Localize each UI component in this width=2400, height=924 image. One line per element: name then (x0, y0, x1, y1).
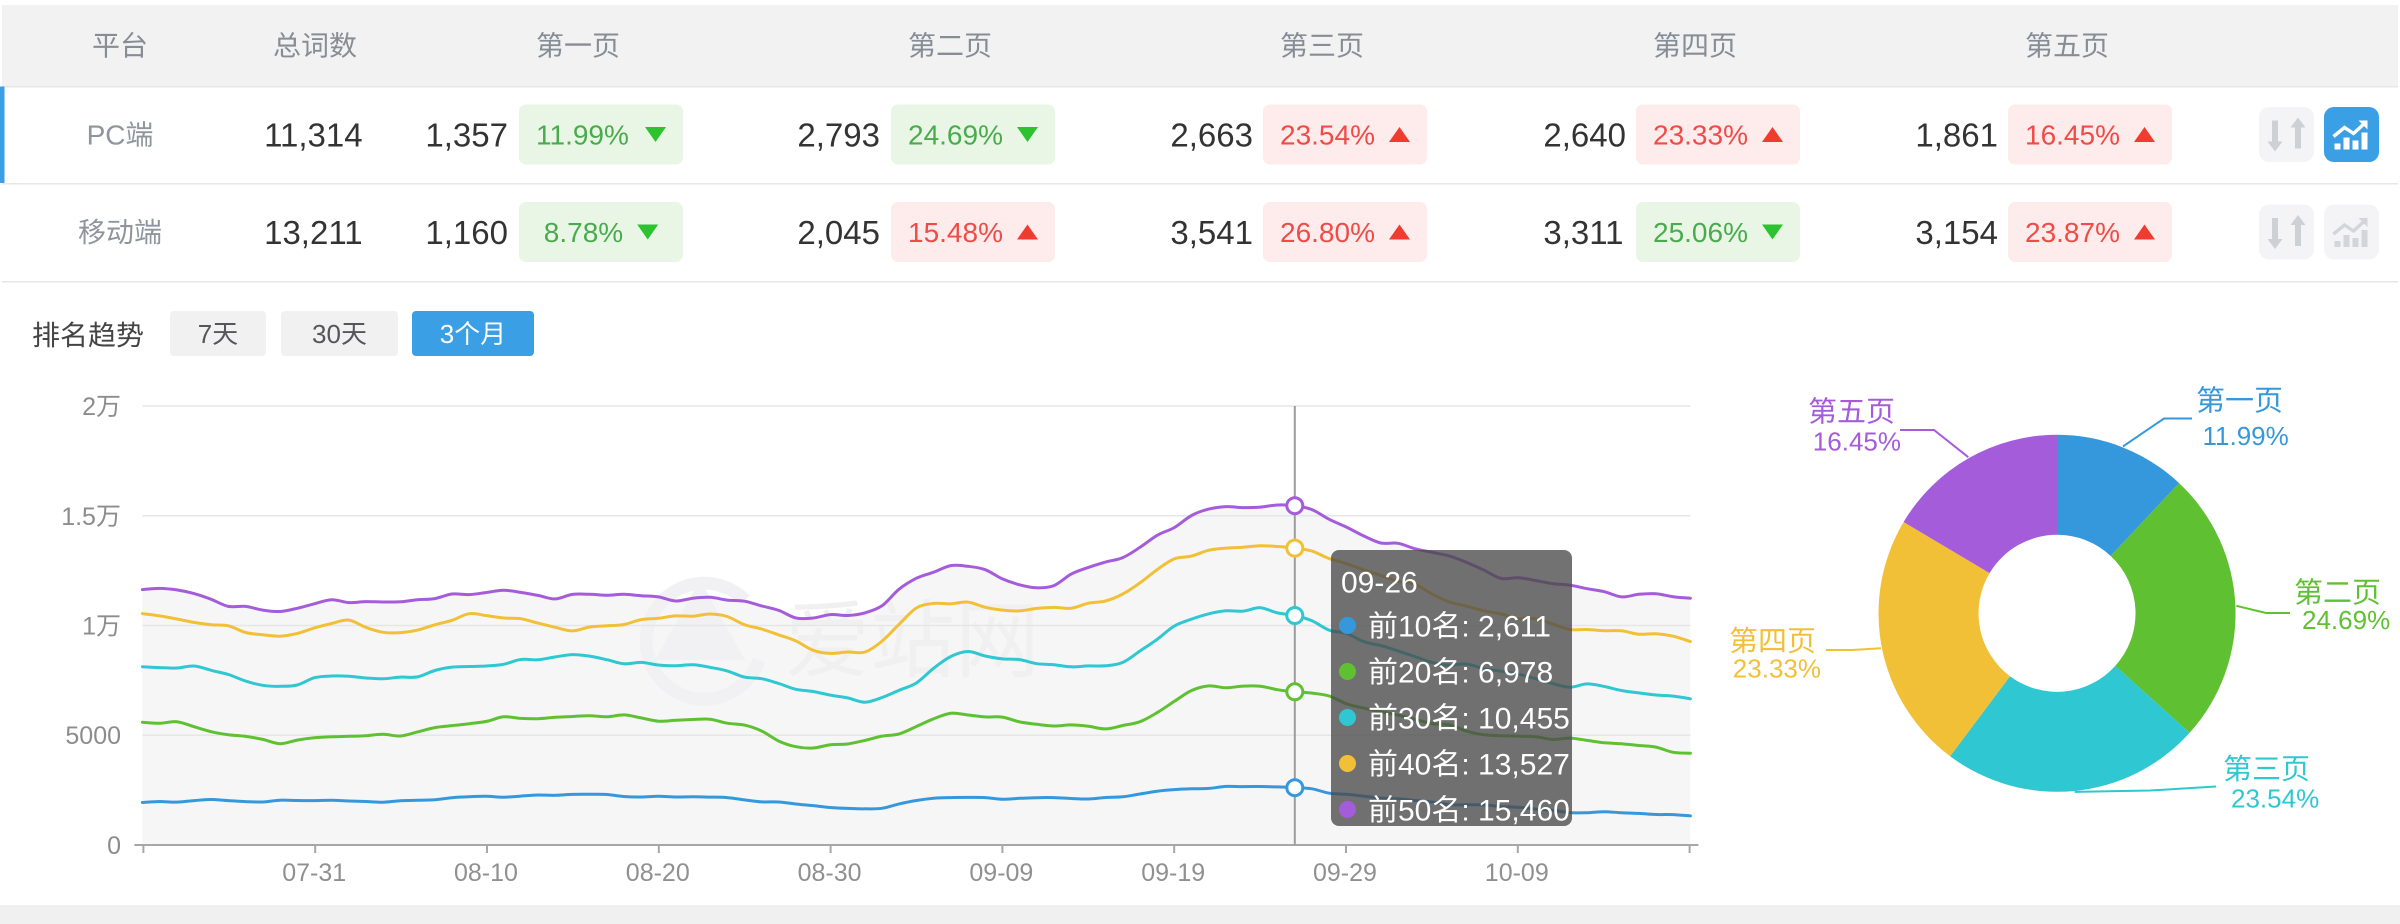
svg-text:08-30: 08-30 (798, 859, 862, 887)
svg-text:1,861: 1,861 (1915, 116, 1998, 153)
svg-text:09-29: 09-29 (1313, 859, 1377, 887)
svg-text:: 10,455: : 10,455 (1461, 702, 1569, 735)
svg-text:PC: PC (87, 120, 126, 151)
svg-text:11,314: 11,314 (264, 116, 362, 153)
svg-text:23.54%: 23.54% (2231, 784, 2319, 814)
svg-text:09-19: 09-19 (1141, 859, 1205, 887)
svg-text:13,211: 13,211 (264, 214, 362, 251)
svg-text:3: 3 (440, 319, 454, 349)
svg-text:2: 2 (82, 393, 96, 421)
svg-text:11.99%: 11.99% (536, 120, 629, 151)
svg-text:8.78%: 8.78% (544, 217, 623, 248)
svg-text:23.87%: 23.87% (2025, 217, 2120, 248)
svg-text:25.06%: 25.06% (1653, 217, 1748, 248)
svg-text:: 13,527: : 13,527 (1461, 748, 1569, 781)
svg-text:50: 50 (1398, 794, 1431, 827)
svg-text:23.33%: 23.33% (1653, 120, 1748, 151)
svg-text:2,045: 2,045 (797, 214, 880, 251)
svg-text:0: 0 (107, 832, 121, 860)
svg-text:30: 30 (1398, 702, 1431, 735)
svg-text:2,640: 2,640 (1543, 116, 1626, 153)
svg-text:3,311: 3,311 (1543, 214, 1623, 251)
svg-text:3,541: 3,541 (1170, 214, 1253, 251)
svg-text:07-31: 07-31 (282, 859, 346, 887)
svg-text:1.5: 1.5 (61, 503, 96, 531)
svg-text:7: 7 (198, 319, 212, 349)
svg-text:1,357: 1,357 (425, 116, 508, 153)
svg-text:1,160: 1,160 (425, 214, 508, 251)
svg-text:: 6,978: : 6,978 (1461, 656, 1553, 689)
svg-text:16.45%: 16.45% (1813, 427, 1901, 457)
svg-text:30: 30 (312, 319, 341, 349)
svg-text:08-10: 08-10 (454, 859, 518, 887)
svg-text:10-09: 10-09 (1485, 859, 1549, 887)
svg-text:2,663: 2,663 (1170, 116, 1253, 153)
svg-text:: 15,460: : 15,460 (1461, 794, 1569, 827)
svg-text:23.54%: 23.54% (1280, 120, 1375, 151)
svg-text:26.80%: 26.80% (1280, 217, 1375, 248)
svg-text:24.69%: 24.69% (908, 120, 1003, 151)
svg-text:16.45%: 16.45% (2025, 120, 2120, 151)
svg-text:5000: 5000 (65, 722, 121, 750)
svg-text:20: 20 (1398, 656, 1431, 689)
svg-text:23.33%: 23.33% (1733, 654, 1821, 684)
svg-text:40: 40 (1398, 748, 1431, 781)
svg-text:1: 1 (82, 613, 96, 641)
svg-text:10: 10 (1398, 610, 1431, 643)
svg-text:24.69%: 24.69% (2302, 605, 2390, 635)
svg-text:09-26: 09-26 (1341, 567, 1418, 600)
svg-text:: 2,611: : 2,611 (1461, 610, 1551, 643)
svg-text:08-20: 08-20 (626, 859, 690, 887)
svg-text:2,793: 2,793 (797, 116, 880, 153)
svg-text:15.48%: 15.48% (908, 217, 1003, 248)
svg-text:3,154: 3,154 (1915, 214, 1998, 251)
svg-text:11.99%: 11.99% (2203, 421, 2289, 451)
svg-text:09-09: 09-09 (969, 859, 1033, 887)
